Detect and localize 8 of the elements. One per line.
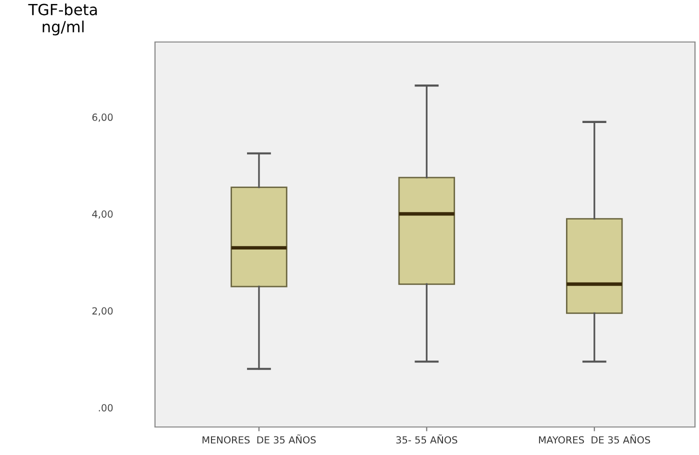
x-tick-label: 35- 55 AÑOS <box>396 434 458 444</box>
y-tick-label: 6,00 <box>92 114 113 122</box>
x-tick-label: MAYORES DE 35 AÑOS <box>539 434 650 444</box>
y-tick-label: 2,00 <box>92 307 113 316</box>
y-axis-title: TGF-beta ng/ml <box>28 4 97 36</box>
x-tick-label: MENORES DE 35 AÑOS <box>202 434 316 444</box>
y-tick-label: 4,00 <box>92 210 113 219</box>
y-tick-label: .00 <box>98 404 113 412</box>
